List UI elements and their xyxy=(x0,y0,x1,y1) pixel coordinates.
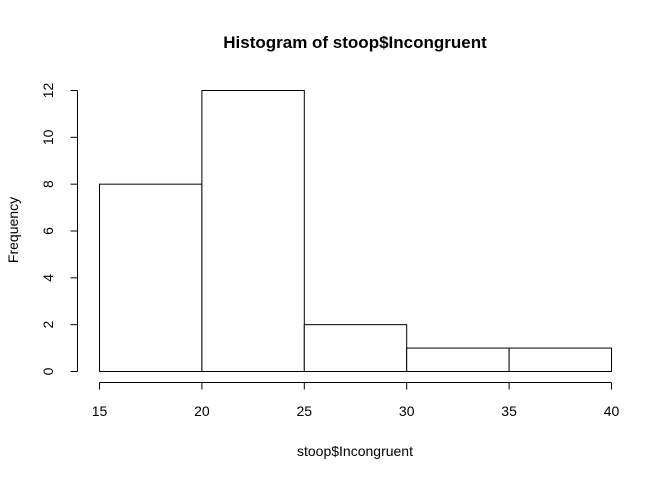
x-tick-label-30: 30 xyxy=(399,403,415,419)
x-tick-label-20: 20 xyxy=(194,403,210,419)
x-axis-label: stoop$Incongruent xyxy=(297,443,413,459)
histogram-bar-15-20 xyxy=(99,183,203,372)
x-tick-label-40: 40 xyxy=(604,403,620,419)
x-tick-label-15: 15 xyxy=(92,403,108,419)
histogram-bar-35-40 xyxy=(508,347,613,373)
y-tick-label-8: 8 xyxy=(40,180,56,188)
y-axis-label: Frequency xyxy=(5,197,21,263)
histogram-bar-20-25 xyxy=(201,90,305,372)
y-tick-label-4: 4 xyxy=(40,274,56,282)
histogram-bar-25-30 xyxy=(303,324,408,372)
y-tick-label-6: 6 xyxy=(40,227,56,235)
histogram-bar-30-35 xyxy=(406,347,510,373)
y-tick-label-10: 10 xyxy=(40,129,56,145)
y-tick-label-12: 12 xyxy=(40,83,56,99)
bars-group xyxy=(99,90,613,373)
x-tick-label-25: 25 xyxy=(297,403,313,419)
x-axis: 15 20 25 30 35 40 xyxy=(92,382,620,419)
chart-title: Histogram of stoop$Incongruent xyxy=(223,33,487,52)
y-tick-label-0: 0 xyxy=(40,367,56,375)
y-axis: 0 2 4 6 8 10 12 xyxy=(40,83,78,375)
x-tick-label-35: 35 xyxy=(501,403,517,419)
y-tick-label-2: 2 xyxy=(40,321,56,329)
